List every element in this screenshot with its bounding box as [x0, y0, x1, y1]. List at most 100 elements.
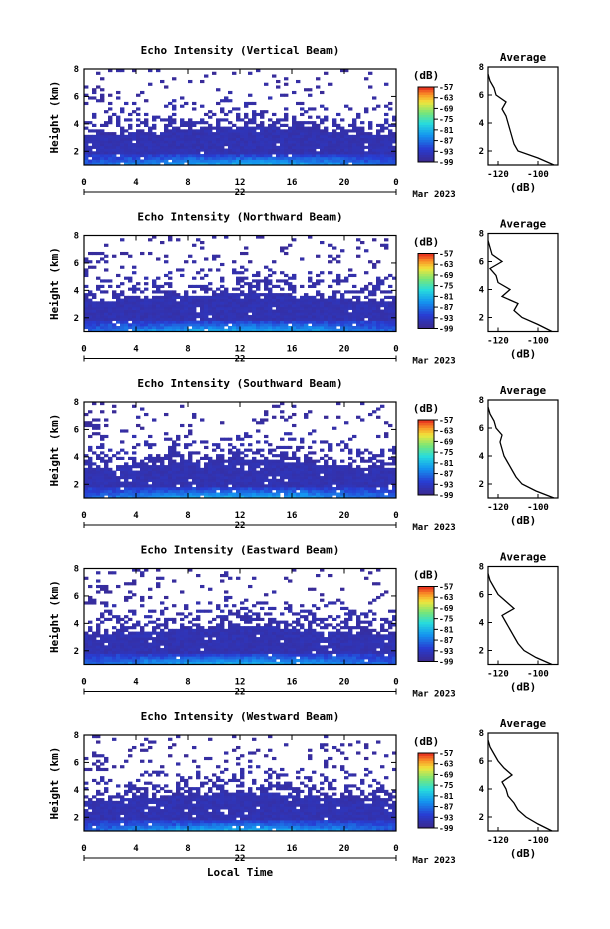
- heatmap-cell: [388, 134, 393, 138]
- heatmap-cell: [116, 145, 121, 149]
- heatmap-cell: [340, 306, 345, 310]
- colorbar-segment: [418, 472, 434, 476]
- heatmap-cell: [120, 69, 125, 73]
- heatmap-cell: [344, 467, 349, 471]
- heatmap-cell: [388, 315, 393, 319]
- heatmap-cell: [224, 129, 229, 133]
- heatmap-cell: [372, 326, 377, 330]
- heatmap-cell: [124, 429, 129, 433]
- heatmap-cell: [268, 129, 273, 133]
- heatmap-cell: [104, 604, 109, 608]
- heatmap-cell: [264, 656, 269, 660]
- heatmap-cell: [164, 148, 169, 152]
- heatmap-cell: [256, 429, 261, 433]
- heatmap-cell: [348, 328, 353, 332]
- heatmap-cell: [292, 143, 297, 147]
- heatmap-cell: [292, 312, 297, 316]
- heatmap-cell: [236, 118, 241, 122]
- heatmap-cell: [132, 476, 137, 480]
- heatmap-cell: [200, 298, 205, 302]
- heatmap-cell: [88, 473, 93, 477]
- heatmap-cell: [248, 293, 253, 297]
- heatmap-cell: [304, 295, 309, 299]
- heatmap-cell: [340, 459, 345, 463]
- heatmap-cell: [208, 298, 213, 302]
- heatmap-cell: [188, 254, 193, 258]
- heatmap-cell: [372, 137, 377, 141]
- heatmap-cell: [100, 317, 105, 321]
- heatmap-cell: [108, 617, 113, 622]
- heatmap-cell: [388, 145, 393, 149]
- heatmap-cell: [144, 645, 149, 649]
- heatmap-cell: [268, 309, 273, 313]
- heatmap-cell: [388, 423, 393, 428]
- heatmap-cell: [124, 328, 129, 332]
- heatmap-cell: [164, 118, 169, 122]
- heatmap-cell: [316, 140, 321, 144]
- heatmap-cell: [344, 148, 349, 152]
- heatmap-cell: [360, 304, 365, 308]
- heatmap-cell: [352, 320, 357, 324]
- heatmap-cell: [192, 243, 197, 247]
- heatmap-cell: [332, 145, 337, 149]
- heatmap-cell: [308, 115, 313, 119]
- heatmap-cell: [160, 492, 165, 496]
- heatmap-cell: [144, 642, 149, 646]
- heatmap-cell: [220, 650, 225, 654]
- heatmap-cell: [84, 301, 89, 305]
- heatmap-cell: [164, 495, 169, 499]
- heatmap-cell: [132, 271, 137, 275]
- heatmap-cell: [304, 467, 309, 471]
- heatmap-cell: [244, 476, 249, 480]
- heatmap-cell: [160, 301, 165, 305]
- heatmap-cell: [208, 473, 213, 477]
- heatmap-cell: [292, 306, 297, 310]
- average-title: Average: [500, 218, 547, 231]
- heatmap-cell: [340, 484, 345, 488]
- heatmap-cell: [236, 156, 241, 160]
- heatmap-cell: [324, 481, 329, 485]
- heatmap-cell: [304, 326, 309, 330]
- heatmap-cell: [240, 467, 245, 471]
- heatmap-cell: [236, 481, 241, 485]
- x-tick-label: 0: [393, 511, 398, 521]
- heatmap-cell: [164, 653, 169, 657]
- heatmap-cell: [208, 295, 213, 299]
- heatmap-cell: [248, 121, 253, 125]
- heatmap-cell: [144, 312, 149, 316]
- heatmap-cell: [160, 284, 165, 289]
- heatmap-cell: [300, 132, 305, 136]
- heatmap-cell: [284, 246, 289, 250]
- heatmap-cell: [264, 284, 269, 289]
- heatmap-cell: [244, 132, 249, 136]
- heatmap-cell: [328, 304, 333, 308]
- heatmap-cell: [368, 456, 373, 460]
- heatmap-cell: [100, 328, 105, 332]
- heatmap-cell: [184, 492, 189, 496]
- heatmap-cell: [100, 326, 105, 330]
- heatmap-cell: [188, 323, 193, 327]
- heatmap-cell: [196, 151, 201, 155]
- heatmap-cell: [112, 659, 117, 663]
- heatmap-cell: [260, 661, 265, 665]
- heatmap-cell: [364, 140, 369, 144]
- heatmap-cell: [316, 317, 321, 321]
- heatmap-cell: [292, 492, 297, 496]
- heatmap-cell: [232, 451, 237, 455]
- heatmap-cell: [244, 295, 249, 299]
- heatmap-cell: [376, 481, 381, 485]
- heatmap-cell: [228, 301, 233, 305]
- heatmap-cell: [232, 315, 237, 319]
- heatmap-cell: [324, 440, 329, 444]
- heatmap-cell: [332, 154, 337, 158]
- heatmap-cell: [320, 489, 325, 493]
- heatmap-cell: [332, 159, 337, 163]
- heatmap-cell: [84, 137, 89, 141]
- heatmap-cell: [164, 282, 169, 286]
- heatmap-cell: [216, 637, 221, 641]
- heatmap-cell: [132, 462, 137, 466]
- heatmap-cell: [156, 326, 161, 330]
- heatmap-cell: [136, 287, 141, 291]
- heatmap-cell: [332, 309, 337, 313]
- heatmap-cell: [324, 145, 329, 149]
